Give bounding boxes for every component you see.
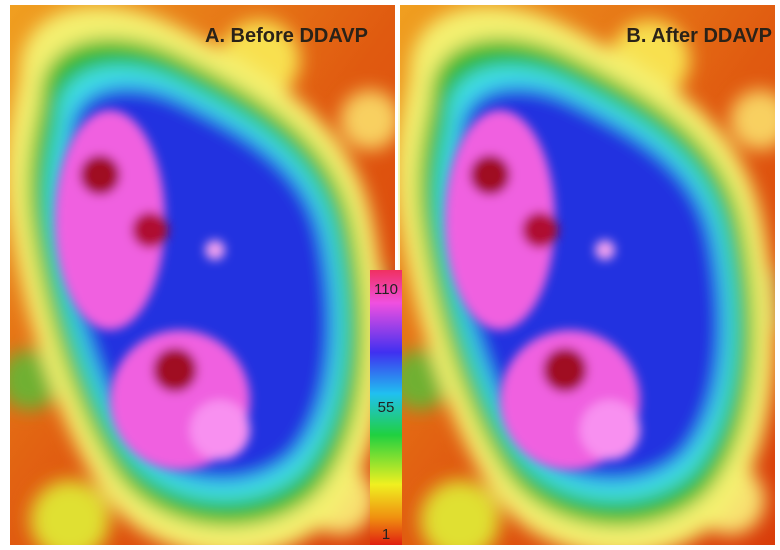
colorbar bbox=[370, 270, 402, 545]
panel-b-title: B. After DDAVP bbox=[626, 25, 772, 47]
panel-a-title: A. Before DDAVP bbox=[205, 25, 368, 47]
colorbar-label: 110 bbox=[374, 281, 398, 298]
panel-a-image bbox=[0, 0, 420, 550]
colorbar-label: 1 bbox=[382, 526, 390, 543]
colorbar-label: 55 bbox=[378, 399, 395, 416]
panel-b-image bbox=[390, 0, 780, 550]
